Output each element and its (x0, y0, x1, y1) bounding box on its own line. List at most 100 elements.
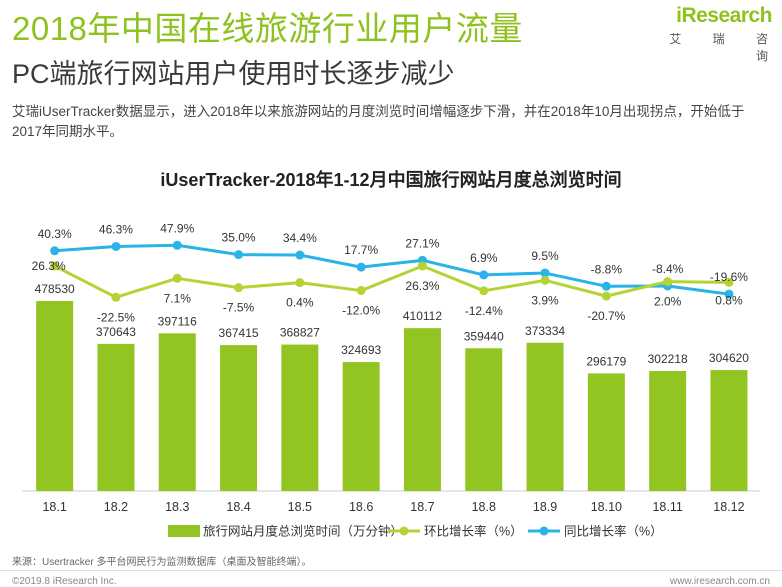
yoy-label-18.9: 9.5% (531, 249, 559, 263)
bar-label-18.5: 368827 (280, 326, 320, 340)
mom-label-18.11: 2.0% (654, 295, 682, 309)
bar-18.11 (649, 371, 687, 491)
mom-line (53, 264, 729, 299)
bar-18.6 (342, 362, 380, 491)
footer-divider (0, 570, 782, 571)
bar-label-18.6: 324693 (341, 343, 381, 357)
x-tick-label-18.12: 18.12 (713, 500, 744, 514)
x-tick-label-18.2: 18.2 (104, 500, 128, 514)
mom-label-18.10: -20.7% (587, 309, 625, 323)
mom-label-18.9: 3.9% (531, 293, 559, 307)
mom-label-18.5: 0.4% (286, 296, 314, 310)
bar-18.2 (97, 343, 135, 491)
mom-line-point-18.5 (295, 278, 305, 288)
yoy-line-point-18.8 (479, 270, 489, 280)
bar-label-18.9: 373334 (525, 324, 565, 338)
legend-swatch-bar (168, 525, 200, 537)
bar-18.3 (158, 333, 196, 491)
bar-label-18.2: 370643 (96, 325, 136, 339)
legend-label-bar: 旅行网站月度总浏览时间（万分钟） (203, 524, 403, 539)
yoy-line-point-18.4 (234, 250, 244, 260)
logo-wordmark: iResearch (676, 4, 772, 27)
legend-swatch-yoy-point (539, 526, 549, 536)
x-tick-label-18.1: 18.1 (42, 500, 66, 514)
mom-line-point-18.8 (479, 286, 489, 296)
bar-18.4 (220, 345, 258, 491)
bar-18.9 (526, 342, 564, 491)
mom-line-point-18.10 (601, 291, 611, 301)
mom-line-point-18.2 (111, 292, 121, 302)
website-url: www.iresearch.com.cn (669, 576, 770, 587)
yoy-label-18.2: 46.3% (99, 222, 133, 236)
yoy-line-point-18.10 (601, 281, 611, 291)
yoy-line-point-18.9 (540, 268, 550, 278)
chart-svg: 478530 370643 397116 367415 368827 324693 4101… (22, 221, 760, 539)
yoy-label-18.10: -8.8% (591, 262, 623, 276)
x-tick-label-18.5: 18.5 (288, 500, 312, 514)
yoy-label-18.12: -19.6% (710, 270, 748, 284)
legend-label-yoy: 同比增长率（%） (564, 524, 663, 539)
mom-line-point-18.12 (724, 277, 734, 287)
mom-line-point-18.4 (234, 283, 244, 293)
yoy-label-18.5: 34.4% (283, 231, 317, 245)
mom-label-18.7: 26.3% (405, 279, 439, 293)
legend-swatch-mom-point (399, 526, 409, 536)
bar-18.5 (281, 344, 319, 491)
source-note: 来源：Usertracker 多平台网民行为监测数据库（桌面及智能终端）。 (12, 557, 312, 568)
mom-line-point-18.1 (50, 261, 60, 271)
mom-label-18.12: 0.8% (715, 293, 743, 307)
iresearch-logo: iResearch 艾 瑞 咨 询 (652, 4, 772, 64)
bar-label-18.3: 397116 (158, 314, 197, 328)
yoy-line-point-18.1 (50, 246, 60, 256)
mom-line-point-18.6 (356, 286, 366, 296)
bar-18.10 (587, 373, 625, 491)
description-text: 艾瑞iUserTracker数据显示，进入2018年以来旅游网站的月度浏览时间增… (12, 104, 745, 139)
x-tick-label-18.6: 18.6 (349, 500, 373, 514)
yoy-label-18.6: 17.7% (344, 243, 378, 257)
mom-line-point-18.11 (663, 277, 673, 287)
bar-18.1 (36, 301, 74, 491)
bar-label-18.7: 410112 (403, 309, 442, 323)
bar-label-18.10: 296179 (586, 354, 626, 368)
yoy-line-point-18.12 (724, 289, 734, 299)
yoy-label-18.8: 6.9% (470, 251, 498, 265)
mom-line-point-18.9 (540, 275, 550, 285)
x-tick-label-18.9: 18.9 (533, 500, 557, 514)
page-title: 2018年中国在线旅游行业用户流量 (12, 10, 523, 47)
mom-label-18.8: -12.4% (465, 304, 503, 318)
copyright-text: ©2019.8 iResearch Inc. (12, 576, 117, 587)
yoy-label-18.11: -8.4% (652, 262, 684, 276)
yoy-label-18.3: 47.9% (160, 221, 194, 235)
x-tick-label-18.7: 18.7 (410, 500, 434, 514)
x-tick-label-18.10: 18.10 (591, 500, 622, 514)
bar-label-18.11: 302218 (648, 352, 688, 366)
x-tick-label-18.3: 18.3 (165, 500, 189, 514)
yoy-line-point-18.6 (356, 262, 366, 272)
bar-18.8 (465, 348, 503, 491)
mom-line-point-18.7 (417, 261, 427, 271)
bar-label-18.8: 359440 (464, 329, 504, 343)
bar-label-18.12: 304620 (709, 351, 749, 365)
bar-18.7 (403, 328, 441, 491)
mom-label-18.4: -7.5% (223, 301, 255, 315)
legend-label-mom: 环比增长率（%） (424, 524, 523, 539)
yoy-label-18.7: 27.1% (405, 236, 439, 250)
mom-label-18.1: 26.3% (32, 259, 66, 273)
x-tick-label-18.11: 18.11 (652, 500, 682, 514)
x-tick-label-18.8: 18.8 (472, 500, 496, 514)
chart-title: iUserTracker-2018年1-12月中国旅行网站月度总浏览时间 (160, 170, 622, 190)
bar-label-18.1: 478530 (35, 282, 75, 296)
yoy-label-18.4: 35.0% (222, 231, 256, 245)
yoy-line (54, 243, 730, 296)
x-tick-label-18.4: 18.4 (226, 500, 250, 514)
page-subtitle: PC端旅行网站用户使用时长逐步减少 (12, 59, 455, 89)
mom-label-18.2: -22.5% (97, 310, 135, 324)
yoy-line-point-18.3 (172, 240, 182, 250)
yoy-label-18.1: 40.3% (38, 227, 72, 241)
bar-label-18.4: 367415 (219, 326, 259, 340)
yoy-line-point-18.5 (295, 250, 305, 260)
mom-line-point-18.3 (172, 273, 182, 283)
yoy-line-point-18.2 (111, 241, 121, 251)
mom-label-18.6: -12.0% (342, 304, 380, 318)
logo-subtitle: 艾 瑞 咨 询 (669, 32, 782, 63)
